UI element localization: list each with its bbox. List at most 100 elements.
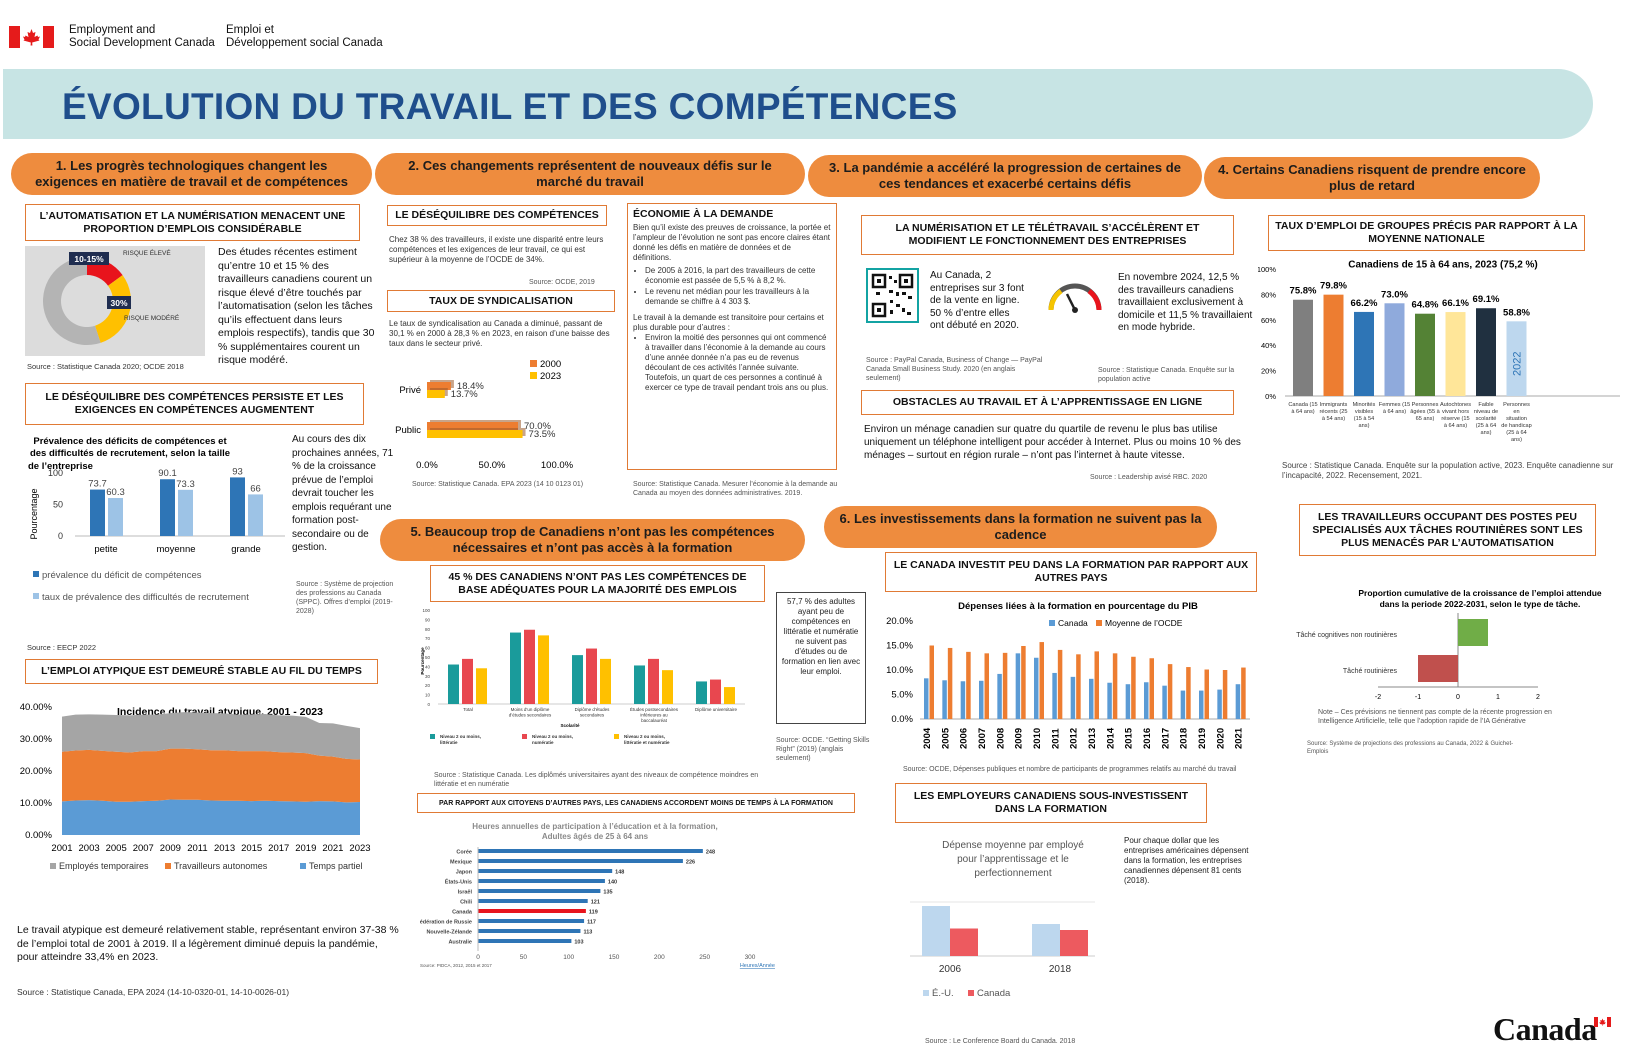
digital-heading: LA NUMÉRISATION ET LE TÉLÉTRAVAIL S’ACCÉ…: [861, 215, 1234, 255]
routine-chart-title-2: dans la periode 2022-2031, selon le type…: [1380, 599, 1581, 609]
deficit-data-label: 60.3: [106, 487, 125, 498]
union-category-label: Public: [395, 425, 421, 436]
emp-category-label: 2006: [939, 964, 962, 975]
groups-category-label: réserve (15: [1441, 416, 1469, 422]
atypical-legend-label: Temps partiel: [309, 861, 363, 871]
routine-xtick: -1: [1415, 694, 1421, 701]
training-hours-heading: PAR RAPPORT AUX CITOYENS D’AUTRES PAYS, …: [417, 793, 855, 813]
union-legend-swatch: [530, 372, 537, 379]
gdp-xtick: 2007: [977, 728, 988, 749]
routine-bar: [1418, 655, 1458, 682]
union-source: Source: Statistique Canada. EPA 2023 (14…: [412, 481, 584, 488]
hours-xtick: 150: [609, 954, 620, 961]
basic-category-label: baccalauréat: [641, 718, 668, 723]
basic-skills-heading: 45 % DES CANADIENS N’ONT PAS LES COMPÉTE…: [430, 565, 765, 602]
basic-legend-swatch: [430, 734, 435, 739]
dept-fr-line2: Développement social Canada: [226, 37, 383, 49]
hours-bar: [478, 929, 581, 933]
groups-category-label: Personnes: [1412, 402, 1439, 408]
groups-ytick: 100%: [1258, 265, 1276, 274]
gdp-xtick: 2010: [1032, 728, 1043, 749]
basic-bar: [662, 670, 673, 704]
emp-chart-title-2: pour l’apprentissage et le: [957, 854, 1069, 865]
low-skills-callout: 57,7 % des adultes ayant peu de compéten…: [776, 592, 866, 724]
hours-data-label: 226: [686, 860, 695, 866]
gdp-bar: [1241, 667, 1246, 719]
deficit-bar: [90, 489, 105, 536]
atypical-area-series: [62, 799, 360, 835]
gdp-bar: [1076, 654, 1081, 719]
hours-bar: [478, 939, 572, 943]
union-xtick: 0.0%: [416, 460, 438, 471]
atypical-heading: L’EMPLOI ATYPIQUE EST DEMEURÉ STABLE AU …: [25, 659, 378, 684]
deficit-data-label: 73.7: [88, 479, 107, 490]
section-2-heading: 2. Ces changements représentent de nouve…: [375, 153, 805, 195]
invest-source: Source: OCDE, Dépenses publiques et nomb…: [903, 766, 1237, 773]
skill-deficit-chart: Prévalence des déficits de compétences e…: [25, 432, 290, 642]
hours-bar: [478, 919, 585, 923]
hours-bar: [478, 859, 683, 863]
atypical-xtick: 2019: [295, 843, 316, 854]
group-employment-svg: Canadiens de 15 à 64 ans, 2023 (75,2 %) 0…: [1257, 259, 1620, 443]
hours-xtick: 100: [563, 954, 574, 961]
gdp-bar: [1034, 657, 1039, 719]
routine-xtick: 0: [1456, 694, 1460, 701]
groups-data-label: 66.2%: [1351, 298, 1378, 309]
basic-ytick: 30: [425, 674, 431, 679]
deficit-bar: [108, 498, 123, 536]
hours-xtick: 300: [745, 954, 756, 961]
groups-data-label: 75.8%: [1290, 286, 1317, 297]
atypical-ytick: 0.00%: [25, 830, 52, 841]
atypical-text: Le travail atypique est demeuré relative…: [17, 924, 399, 963]
atypical-xtick: 2013: [214, 843, 235, 854]
gdp-xtick: 2013: [1087, 728, 1098, 749]
dept-name-en: Employment and Social Development Canada: [69, 24, 215, 50]
page-title: ÉVOLUTION DU TRAVAIL ET DES COMPÉTENCES: [62, 86, 958, 127]
gdp-bar: [929, 645, 934, 719]
routine-category-label: Tâché cognitives non routinières: [1296, 632, 1397, 639]
gig-bullet-1: De 2005 à 2016, la part des travailleurs…: [645, 266, 831, 286]
union-xtick: 50.0%: [479, 460, 506, 471]
groups-category-label: Immigrants: [1320, 402, 1348, 408]
donut-slice: [43, 257, 101, 345]
gdp-legend-label: Moyenne de l’OCDE: [1105, 618, 1183, 628]
basic-bar: [572, 655, 583, 704]
groups-category-label: récents (25: [1320, 409, 1348, 415]
union-data-label: 70.0%: [524, 421, 551, 432]
basic-ytick: 50: [425, 655, 431, 660]
automation-text: Des études récentes estiment qu’entre 10…: [218, 246, 375, 366]
basic-category-label: inférieures au: [640, 713, 668, 718]
atypical-xtick: 2007: [133, 843, 154, 854]
gdp-xtick: 2016: [1142, 728, 1153, 749]
hours-source: Source: PIDCA, 2012, 2015 et 2017: [420, 963, 492, 968]
gdp-legend-swatch: [1049, 620, 1055, 626]
hours-chart-title-1: Heures annuelles de participation à l’éd…: [472, 823, 717, 831]
basic-source: Source : Statistique Canada. Les diplômé…: [434, 772, 759, 788]
union-bar: [427, 382, 451, 390]
gig-bullet-2: Le revenu net médian pour les travailleu…: [645, 287, 831, 307]
gdp-bar: [1039, 642, 1044, 719]
gdp-bar: [1112, 653, 1118, 719]
gdp-ytick: 15.0%: [886, 641, 913, 652]
gig-intro: Bien qu’il existe des preuves de croissa…: [633, 223, 831, 262]
hours-bar: [478, 849, 703, 853]
emp-bar: [922, 906, 950, 956]
gdp-bar: [1222, 670, 1228, 719]
hours-data-label: 103: [574, 940, 583, 946]
hours-xlabel: Heures/Année: [740, 963, 775, 969]
basic-category-label: d’études secondaires: [509, 713, 552, 718]
wordmark-flag-icon: [1594, 1014, 1611, 1027]
atypical-ytick: 20.00%: [20, 766, 53, 777]
gdp-xtick: 2014: [1105, 727, 1116, 749]
basic-legend-swatch: [522, 734, 527, 739]
groups-ytick: 80%: [1261, 290, 1276, 299]
gdp-bar: [997, 673, 1002, 719]
basic-category-label: Études postsecondaires: [630, 706, 679, 712]
gdp-xtick: 2011: [1050, 728, 1061, 749]
basic-bar: [448, 664, 459, 704]
union-bar: [427, 430, 523, 438]
basic-ylabel: Pourcentage: [420, 647, 425, 675]
group-employment-chart: Canadiens de 15 à 64 ans, 2023 (75,2 %) 0…: [1257, 256, 1628, 451]
training-hours-chart: Heures annuelles de participation à l’éd…: [416, 822, 800, 983]
qr-source: Source : PayPal Canada, Business of Chan…: [866, 357, 1043, 382]
